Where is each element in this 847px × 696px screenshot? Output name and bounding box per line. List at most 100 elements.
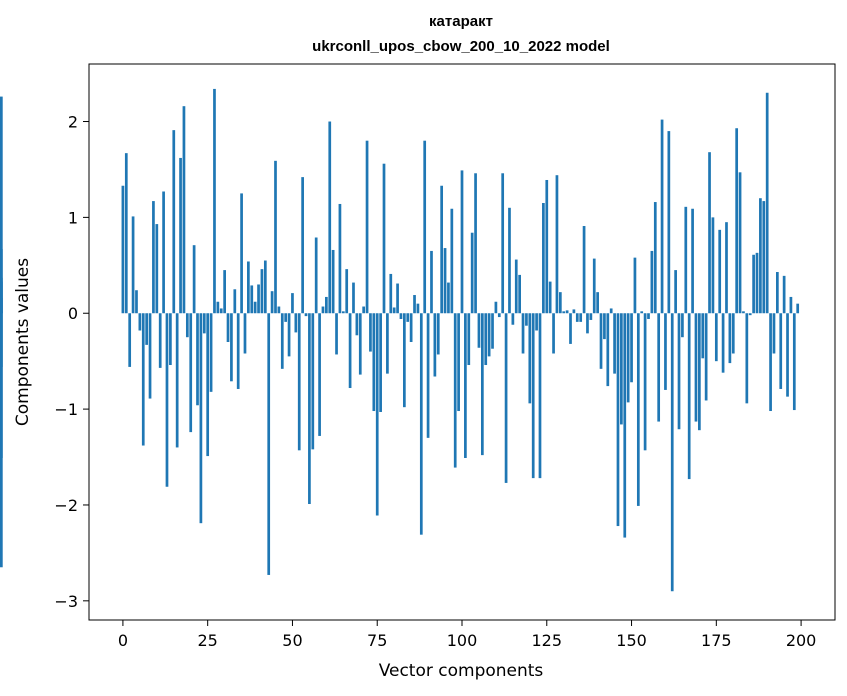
bar (575, 313, 579, 322)
bar (698, 313, 701, 431)
bar (138, 313, 142, 331)
bar (745, 313, 749, 404)
bar (514, 259, 518, 314)
bar (250, 285, 254, 314)
bar (0, 277, 3, 314)
bar (762, 201, 766, 314)
bar (314, 237, 318, 314)
bar (772, 313, 776, 354)
bar (789, 296, 793, 314)
bar (236, 313, 240, 389)
bar (484, 313, 488, 366)
bar (721, 313, 725, 373)
bar (128, 313, 132, 367)
bar (752, 254, 755, 314)
bar (653, 202, 657, 314)
bar (660, 119, 664, 314)
bar (196, 313, 199, 406)
bar (592, 258, 596, 314)
bar (782, 275, 786, 314)
bar (419, 313, 423, 535)
bar (613, 313, 616, 374)
bar (386, 313, 389, 374)
bar (124, 153, 128, 314)
bar (382, 163, 386, 314)
bar (603, 313, 606, 340)
bar (776, 272, 779, 314)
chart-title-line-2: ukrconll_upos_cbow_200_10_2022 model (312, 38, 610, 55)
bar (525, 313, 528, 326)
bar (158, 313, 162, 368)
bar (257, 284, 260, 314)
bar (562, 311, 566, 314)
bar (162, 191, 165, 314)
bar (352, 282, 355, 314)
x-tick-label: 150 (616, 631, 647, 650)
bar (755, 252, 759, 314)
bar (321, 306, 325, 314)
bar (674, 270, 677, 314)
bar (0, 313, 3, 367)
bar (287, 313, 291, 357)
bar (708, 152, 711, 314)
bar (175, 313, 179, 448)
bar (670, 313, 674, 592)
y-tick-label: −3 (54, 592, 78, 611)
bar (765, 92, 769, 314)
bar (759, 198, 762, 314)
bar (192, 245, 196, 314)
bar (731, 313, 735, 354)
bar (511, 313, 515, 325)
bar (280, 313, 284, 369)
bar (270, 291, 274, 314)
bar (219, 308, 223, 314)
bar (786, 313, 789, 397)
bar (714, 313, 718, 362)
bar (396, 283, 399, 314)
bar (331, 249, 335, 314)
bar (335, 313, 338, 355)
y-axis: −3 −2 −1 0 1 2 (54, 113, 89, 611)
bar (667, 131, 671, 314)
bar (355, 313, 359, 336)
bar (572, 309, 576, 314)
bar (389, 273, 393, 314)
bar (687, 313, 691, 480)
x-axis: 0 25 50 75 100 125 150 175 200 (118, 620, 817, 650)
bar (542, 203, 545, 314)
x-tick-label: 125 (531, 631, 562, 650)
bar (589, 313, 593, 320)
bar (792, 313, 796, 411)
y-axis-title: Components values (13, 258, 33, 426)
bar (318, 313, 321, 436)
bar (209, 313, 213, 392)
x-tick-label: 175 (701, 631, 732, 650)
bar (185, 313, 189, 338)
bar (199, 313, 203, 524)
bar (450, 208, 454, 314)
bar (501, 173, 505, 314)
bar (304, 313, 308, 317)
bar (586, 313, 589, 334)
bar (0, 96, 3, 314)
bar (677, 313, 681, 430)
bar (301, 177, 304, 314)
bar (148, 313, 152, 399)
bar (403, 313, 406, 408)
x-tick-label: 0 (118, 631, 128, 650)
bar (535, 313, 538, 331)
bar (630, 313, 633, 383)
bar (165, 313, 169, 487)
bar (796, 303, 800, 314)
bar (694, 313, 698, 422)
bar (480, 313, 484, 456)
bar (409, 313, 413, 342)
bar (345, 269, 349, 314)
bar (284, 313, 288, 322)
x-tick-label: 200 (786, 631, 817, 650)
x-tick-label: 50 (282, 631, 302, 650)
bar (294, 313, 298, 333)
chart-title-line-1: катаракт (429, 13, 493, 30)
bar (392, 307, 396, 314)
bar (406, 313, 410, 322)
